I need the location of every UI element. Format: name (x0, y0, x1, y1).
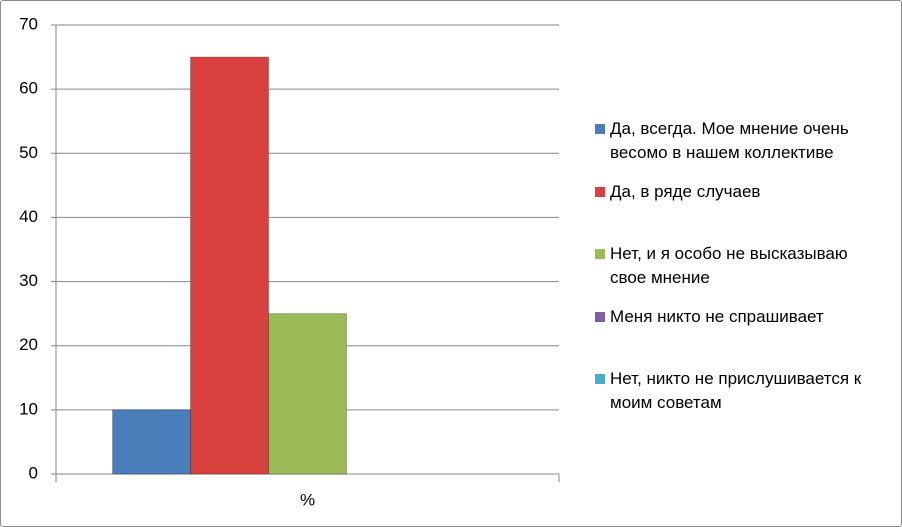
legend-entry: Нет, никто не прислушивается к моим сове… (595, 367, 885, 415)
y-tick-label: 10 (19, 399, 38, 418)
bar (268, 313, 347, 475)
legend-entry: Да, в ряде случаев (595, 180, 885, 204)
legend-label: Да, в ряде случаев (610, 181, 761, 201)
legend-entry: Меня никто не спрашивает (595, 305, 885, 329)
bar (190, 56, 270, 475)
legend-label: Меня никто не спрашивает (610, 306, 824, 326)
legend-label: Нет, никто не прислушивается к моим сове… (610, 369, 862, 412)
y-tick-label: 30 (19, 271, 38, 290)
legend-marker (595, 249, 605, 259)
legend-label: Нет, и я особо не высказываю свое мнение (610, 244, 848, 287)
y-tick-label: 20 (19, 335, 38, 354)
bar (112, 409, 192, 475)
legend-marker (595, 374, 605, 384)
legend-label: Да, всегда. Мое мнение очень весомо в на… (610, 119, 849, 162)
y-tick-label: 70 (19, 14, 38, 33)
legend-marker (595, 186, 605, 197)
legend-marker (595, 311, 605, 322)
y-tick-label: 0 (29, 463, 38, 482)
y-tick-label: 60 (19, 79, 38, 98)
y-tick-label: 40 (19, 207, 38, 226)
x-tick-label: % (300, 490, 315, 509)
legend-marker (595, 124, 605, 134)
legend-entry: Нет, и я особо не высказываю свое мнение (595, 242, 885, 290)
legend-entry: Да, всегда. Мое мнение очень весомо в на… (595, 117, 885, 165)
y-tick-label: 50 (19, 143, 38, 162)
